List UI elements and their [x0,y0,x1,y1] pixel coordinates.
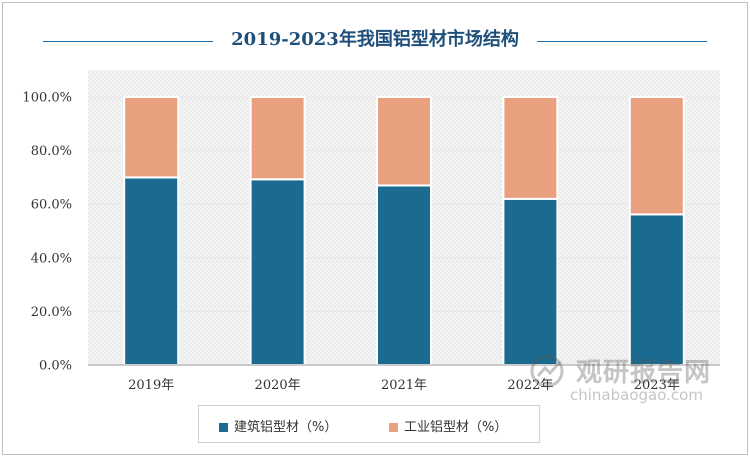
y-tick-label: 0.0% [39,359,72,374]
bar-segment-industrial [376,96,432,187]
legend-label-industrial: 工业铝型材（%） [404,420,508,435]
x-tick-label: 2022年 [507,378,553,393]
bar-segment-industrial [123,96,180,179]
watermark-text: 观研报告网 [576,358,712,388]
watermark: 观研报告网 chinabaogao.com [530,352,730,406]
chart-title: 2019-2023年我国铝型材市场结构 [231,29,519,50]
legend-swatch-construction [219,423,228,432]
y-tick-label: 100.0% [22,91,72,106]
legend: 建筑铝型材（%） 工业铝型材（%） [198,405,540,443]
bar-segment-industrial [502,96,559,200]
bar-segment-construction [249,178,306,366]
y-tick-labels: 0.0% 20.0% 40.0% 60.0% 80.0% 100.0% [22,91,72,374]
legend-label-construction: 建筑铝型材（%） [234,420,338,435]
y-tick-label: 60.0% [31,198,72,213]
bar-segment-construction [123,176,180,366]
x-tick-label: 2023年 [634,378,680,393]
x-tick-label: 2020年 [255,378,301,393]
bar-segment-construction [376,184,432,366]
title-bar: 2019-2023年我国铝型材市场结构 [3,3,747,67]
bar-segment-industrial [249,96,306,181]
title-line-right [537,41,707,42]
legend-swatch-industrial [389,423,398,432]
title-line-left [43,41,213,42]
bars [123,96,685,366]
bar-segment-construction [502,197,559,366]
legend-item-industrial: 工业铝型材（%） [389,416,507,435]
bar-segment-industrial [628,96,685,216]
legend-item-construction: 建筑铝型材（%） [219,416,337,435]
y-tick-label: 40.0% [31,251,72,266]
x-tick-label: 2019年 [128,378,174,393]
y-tick-label: 80.0% [31,144,72,159]
x-tick-label: 2021年 [381,378,427,393]
bar-segment-construction [628,213,685,366]
watermark-url: chinabaogao.com [570,386,703,404]
y-tick-label: 20.0% [31,305,72,320]
x-tick-labels: 2019年 2020年 2021年 2022年 2023年 [128,378,680,393]
watermark-logo-icon [530,354,564,388]
